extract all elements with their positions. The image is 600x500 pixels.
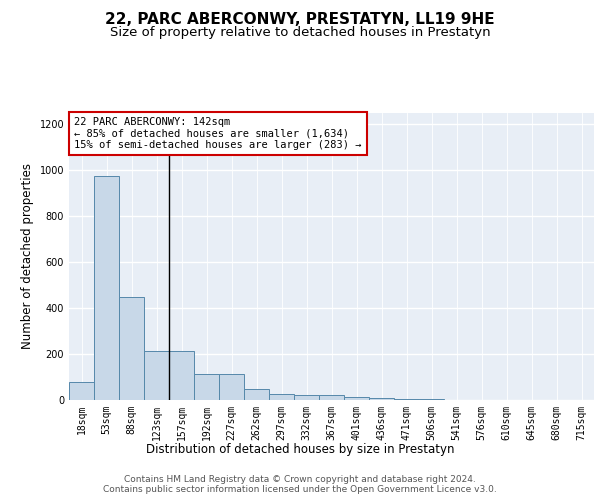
Bar <box>294 396 319 400</box>
Bar <box>194 374 219 400</box>
Y-axis label: Number of detached properties: Number of detached properties <box>21 163 34 350</box>
Bar <box>94 176 119 400</box>
Bar <box>144 350 169 400</box>
Bar <box>69 382 94 400</box>
Bar <box>344 396 369 400</box>
Text: Size of property relative to detached houses in Prestatyn: Size of property relative to detached ho… <box>110 26 490 39</box>
Text: 22, PARC ABERCONWY, PRESTATYN, LL19 9HE: 22, PARC ABERCONWY, PRESTATYN, LL19 9HE <box>105 12 495 28</box>
Bar <box>269 394 294 400</box>
Text: Contains HM Land Registry data © Crown copyright and database right 2024.
Contai: Contains HM Land Registry data © Crown c… <box>103 474 497 494</box>
Bar <box>394 399 419 400</box>
Bar <box>119 296 144 400</box>
Bar <box>244 388 269 400</box>
Text: 22 PARC ABERCONWY: 142sqm
← 85% of detached houses are smaller (1,634)
15% of se: 22 PARC ABERCONWY: 142sqm ← 85% of detac… <box>74 117 362 150</box>
Bar <box>169 350 194 400</box>
Text: Distribution of detached houses by size in Prestatyn: Distribution of detached houses by size … <box>146 442 454 456</box>
Bar <box>369 398 394 400</box>
Bar <box>319 396 344 400</box>
Bar <box>219 374 244 400</box>
